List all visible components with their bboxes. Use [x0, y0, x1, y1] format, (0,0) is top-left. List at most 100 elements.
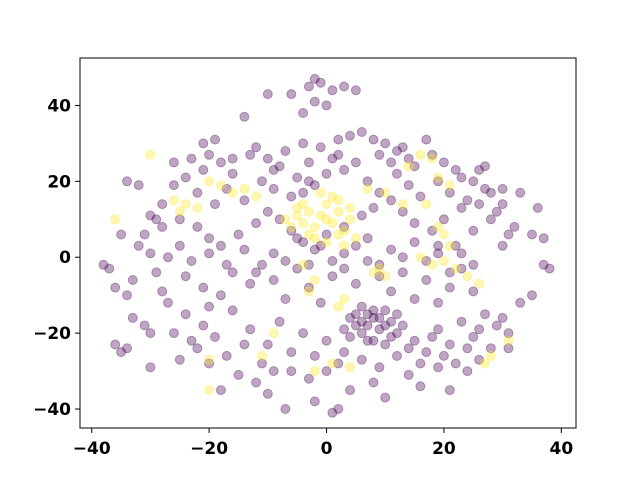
scatter-point-s0-219 [292, 233, 303, 244]
scatter-point-s0-259 [157, 199, 168, 210]
scatter-point-s0-94 [368, 312, 379, 323]
scatter-point-s0-25 [345, 130, 355, 141]
scatter-point-s0-143 [245, 278, 256, 289]
scatter-point-s0-99 [345, 331, 355, 342]
x-tick-label: 20 [432, 439, 456, 459]
scatter-point-s1-2 [168, 195, 179, 206]
scatter-point-s0-132 [409, 218, 420, 229]
scatter-point-s1-1 [110, 214, 121, 225]
scatter-point-s1-14 [303, 206, 314, 217]
scatter-point-s0-173 [309, 350, 320, 361]
scatter-point-s0-101 [368, 335, 379, 346]
scatter-point-s1-46 [374, 263, 385, 274]
scatter-point-s0-167 [227, 305, 238, 316]
scatter-point-s0-51 [110, 339, 121, 350]
scatter-point-s1-8 [227, 187, 238, 198]
scatter-point-s0-164 [180, 309, 191, 320]
scatter-point-s0-279 [497, 199, 508, 210]
scatter-point-s0-184 [503, 343, 514, 354]
scatter-point-s0-188 [210, 199, 220, 210]
scatter-point-s1-49 [427, 259, 438, 270]
scatter-point-s0-124 [298, 237, 309, 248]
scatter-point-s0-158 [421, 275, 432, 285]
scatter-point-s0-235 [157, 286, 168, 297]
scatter-point-s0-264 [245, 149, 256, 160]
scatter-point-s1-58 [309, 275, 320, 285]
scatter-point-s0-196 [333, 149, 344, 160]
y-tick-label: 20 [47, 172, 71, 192]
scatter-point-s0-82 [538, 233, 549, 244]
scatter-point-s0-176 [409, 335, 420, 346]
scatter-point-s0-278 [485, 187, 496, 198]
scatter-point-s1-18 [327, 218, 338, 229]
scatter-point-s0-53 [122, 343, 132, 354]
scatter-point-s0-97 [386, 316, 397, 327]
scatter-point-s0-254 [450, 358, 461, 369]
scatter-point-s0-119 [233, 229, 244, 240]
scatter-point-s1-26 [327, 191, 338, 202]
scatter-point-s0-57 [204, 358, 215, 369]
scatter-point-s0-266 [280, 146, 291, 156]
scatter-point-s0-89 [497, 183, 508, 194]
scatter-point-s0-153 [362, 256, 373, 266]
scatter-point-s0-136 [468, 225, 479, 236]
scatter-point-s1-16 [315, 210, 326, 221]
scatter-point-s0-134 [438, 214, 449, 225]
scatter-point-s1-23 [309, 233, 320, 244]
scatter-point-s0-165 [198, 320, 209, 331]
y-tick-label: −20 [33, 324, 71, 344]
scatter-point-s0-261 [186, 153, 197, 164]
scatter-point-s0-252 [427, 331, 438, 342]
scatter-point-s1-38 [397, 199, 408, 210]
scatter-point-s0-175 [333, 358, 344, 369]
scatter-point-s0-245 [321, 366, 332, 377]
scatter-point-s1-15 [309, 221, 320, 232]
scatter-point-s0-13 [227, 153, 238, 164]
scatter-point-s0-17 [210, 134, 220, 145]
scatter-point-s0-6 [286, 89, 297, 100]
scatter-point-s0-181 [468, 331, 479, 342]
scatter-point-s0-240 [239, 339, 250, 350]
scatter-point-s0-209 [151, 267, 162, 278]
scatter-point-s0-98 [392, 328, 402, 339]
scatter-point-s0-147 [292, 263, 303, 274]
scatter-point-s0-115 [174, 214, 185, 225]
scatter-point-s0-34 [468, 176, 479, 187]
scatter-point-s0-217 [268, 248, 279, 259]
scatter-point-s0-150 [327, 271, 338, 282]
scatter-point-s0-47 [122, 290, 132, 301]
scatter-point-s1-34 [333, 229, 344, 240]
scatter-point-s0-142 [227, 267, 238, 278]
scatter-point-s1-43 [415, 149, 426, 160]
scatter-point-s0-226 [374, 259, 385, 270]
scatter-point-s0-223 [339, 248, 350, 259]
scatter-point-s0-210 [163, 252, 173, 263]
scatter-point-s0-243 [286, 366, 297, 377]
scatter-point-s1-5 [192, 202, 203, 213]
scatter-point-s1-55 [438, 229, 449, 240]
scatter-point-s1-71 [485, 350, 496, 361]
scatter-point-s0-140 [198, 282, 209, 293]
scatter-point-s0-186 [180, 172, 191, 183]
scatter-point-s1-13 [298, 218, 309, 229]
scatter-point-s0-4 [339, 81, 350, 92]
scatter-point-s1-48 [415, 252, 426, 263]
scatter-point-s0-169 [262, 339, 273, 350]
scatter-point-s0-83 [527, 229, 537, 240]
scatter-point-s0-1 [309, 73, 320, 84]
scatter-point-s0-180 [456, 316, 467, 327]
scatter-point-s0-247 [356, 354, 367, 365]
scatter-point-s1-28 [298, 199, 309, 210]
scatter-point-s0-241 [257, 358, 267, 369]
scatter-point-s0-205 [462, 195, 473, 206]
scatter-point-s1-62 [268, 328, 279, 339]
scatter-point-s0-125 [309, 244, 320, 255]
scatter-point-s0-129 [368, 202, 379, 213]
scatter-point-s0-208 [503, 229, 514, 240]
scatter-point-s0-70 [415, 381, 426, 392]
scatter-point-s0-229 [409, 237, 420, 248]
scatter-point-s0-8 [309, 96, 320, 107]
scatter-point-s1-42 [427, 153, 438, 164]
scatter-point-s1-68 [345, 362, 355, 373]
scatter-point-s0-40 [157, 221, 168, 232]
